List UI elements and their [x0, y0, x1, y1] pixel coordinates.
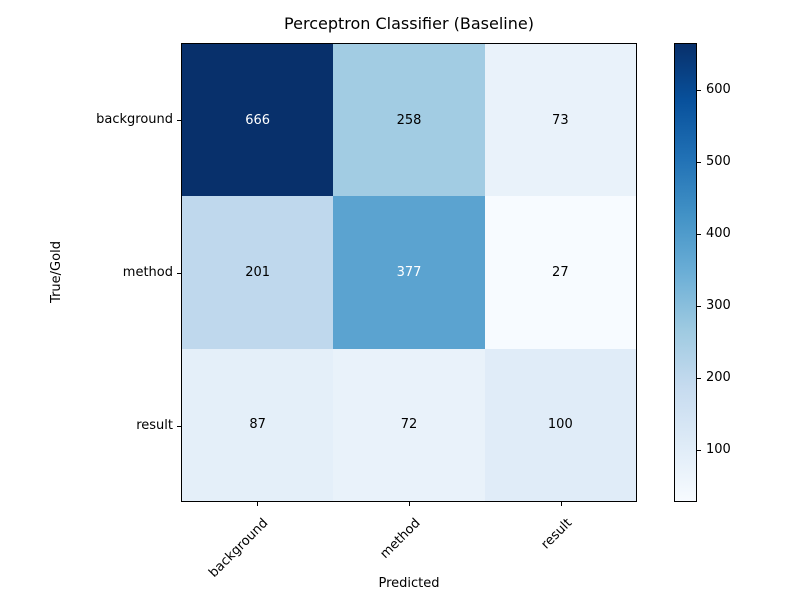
heatmap-cell: 201 — [182, 196, 334, 349]
heatmap-grid: 666 258 73 201 377 27 87 72 100 — [182, 44, 636, 501]
colorbar-tick-label: 100 — [706, 442, 731, 457]
chart-title: Perceptron Classifier (Baseline) — [284, 14, 534, 33]
x-tick-label: background — [206, 515, 272, 581]
colorbar-tick-mark — [697, 162, 701, 163]
y-tick-mark — [177, 273, 181, 274]
heatmap-cell: 73 — [484, 44, 636, 197]
colorbar-tick-mark — [697, 378, 701, 379]
x-tick-mark — [409, 502, 410, 506]
colorbar-tick-mark — [697, 306, 701, 307]
colorbar — [674, 43, 697, 502]
heatmap-cell: 100 — [484, 348, 636, 501]
colorbar-tick-label: 500 — [706, 154, 731, 169]
colorbar-tick-label: 300 — [706, 298, 731, 313]
y-tick-label: method — [122, 265, 173, 280]
heatmap-cell: 27 — [484, 196, 636, 349]
y-tick-mark — [177, 120, 181, 121]
colorbar-tick-mark — [697, 90, 701, 91]
colorbar-tick-mark — [697, 234, 701, 235]
colorbar-tick-label: 200 — [706, 370, 731, 385]
heatmap-cell: 72 — [333, 348, 485, 501]
colorbar-tick-mark — [697, 450, 701, 451]
heatmap-cell: 258 — [333, 44, 485, 197]
x-tick-label: method — [377, 515, 424, 562]
y-tick-label: background — [96, 112, 173, 127]
x-tick-mark — [257, 502, 258, 506]
heatmap-cell: 377 — [333, 196, 485, 349]
heatmap-cell: 666 — [182, 44, 334, 197]
y-axis-label: True/Gold — [48, 241, 64, 303]
heatmap-cell: 87 — [182, 348, 334, 501]
x-tick-mark — [561, 502, 562, 506]
y-tick-label: result — [136, 418, 173, 433]
colorbar-tick-label: 600 — [706, 82, 731, 97]
x-tick-label: result — [538, 515, 576, 553]
y-tick-mark — [177, 426, 181, 427]
heatmap-axes: 666 258 73 201 377 27 87 72 100 — [181, 43, 637, 502]
x-axis-label: Predicted — [378, 576, 440, 591]
colorbar-tick-label: 400 — [706, 226, 731, 241]
